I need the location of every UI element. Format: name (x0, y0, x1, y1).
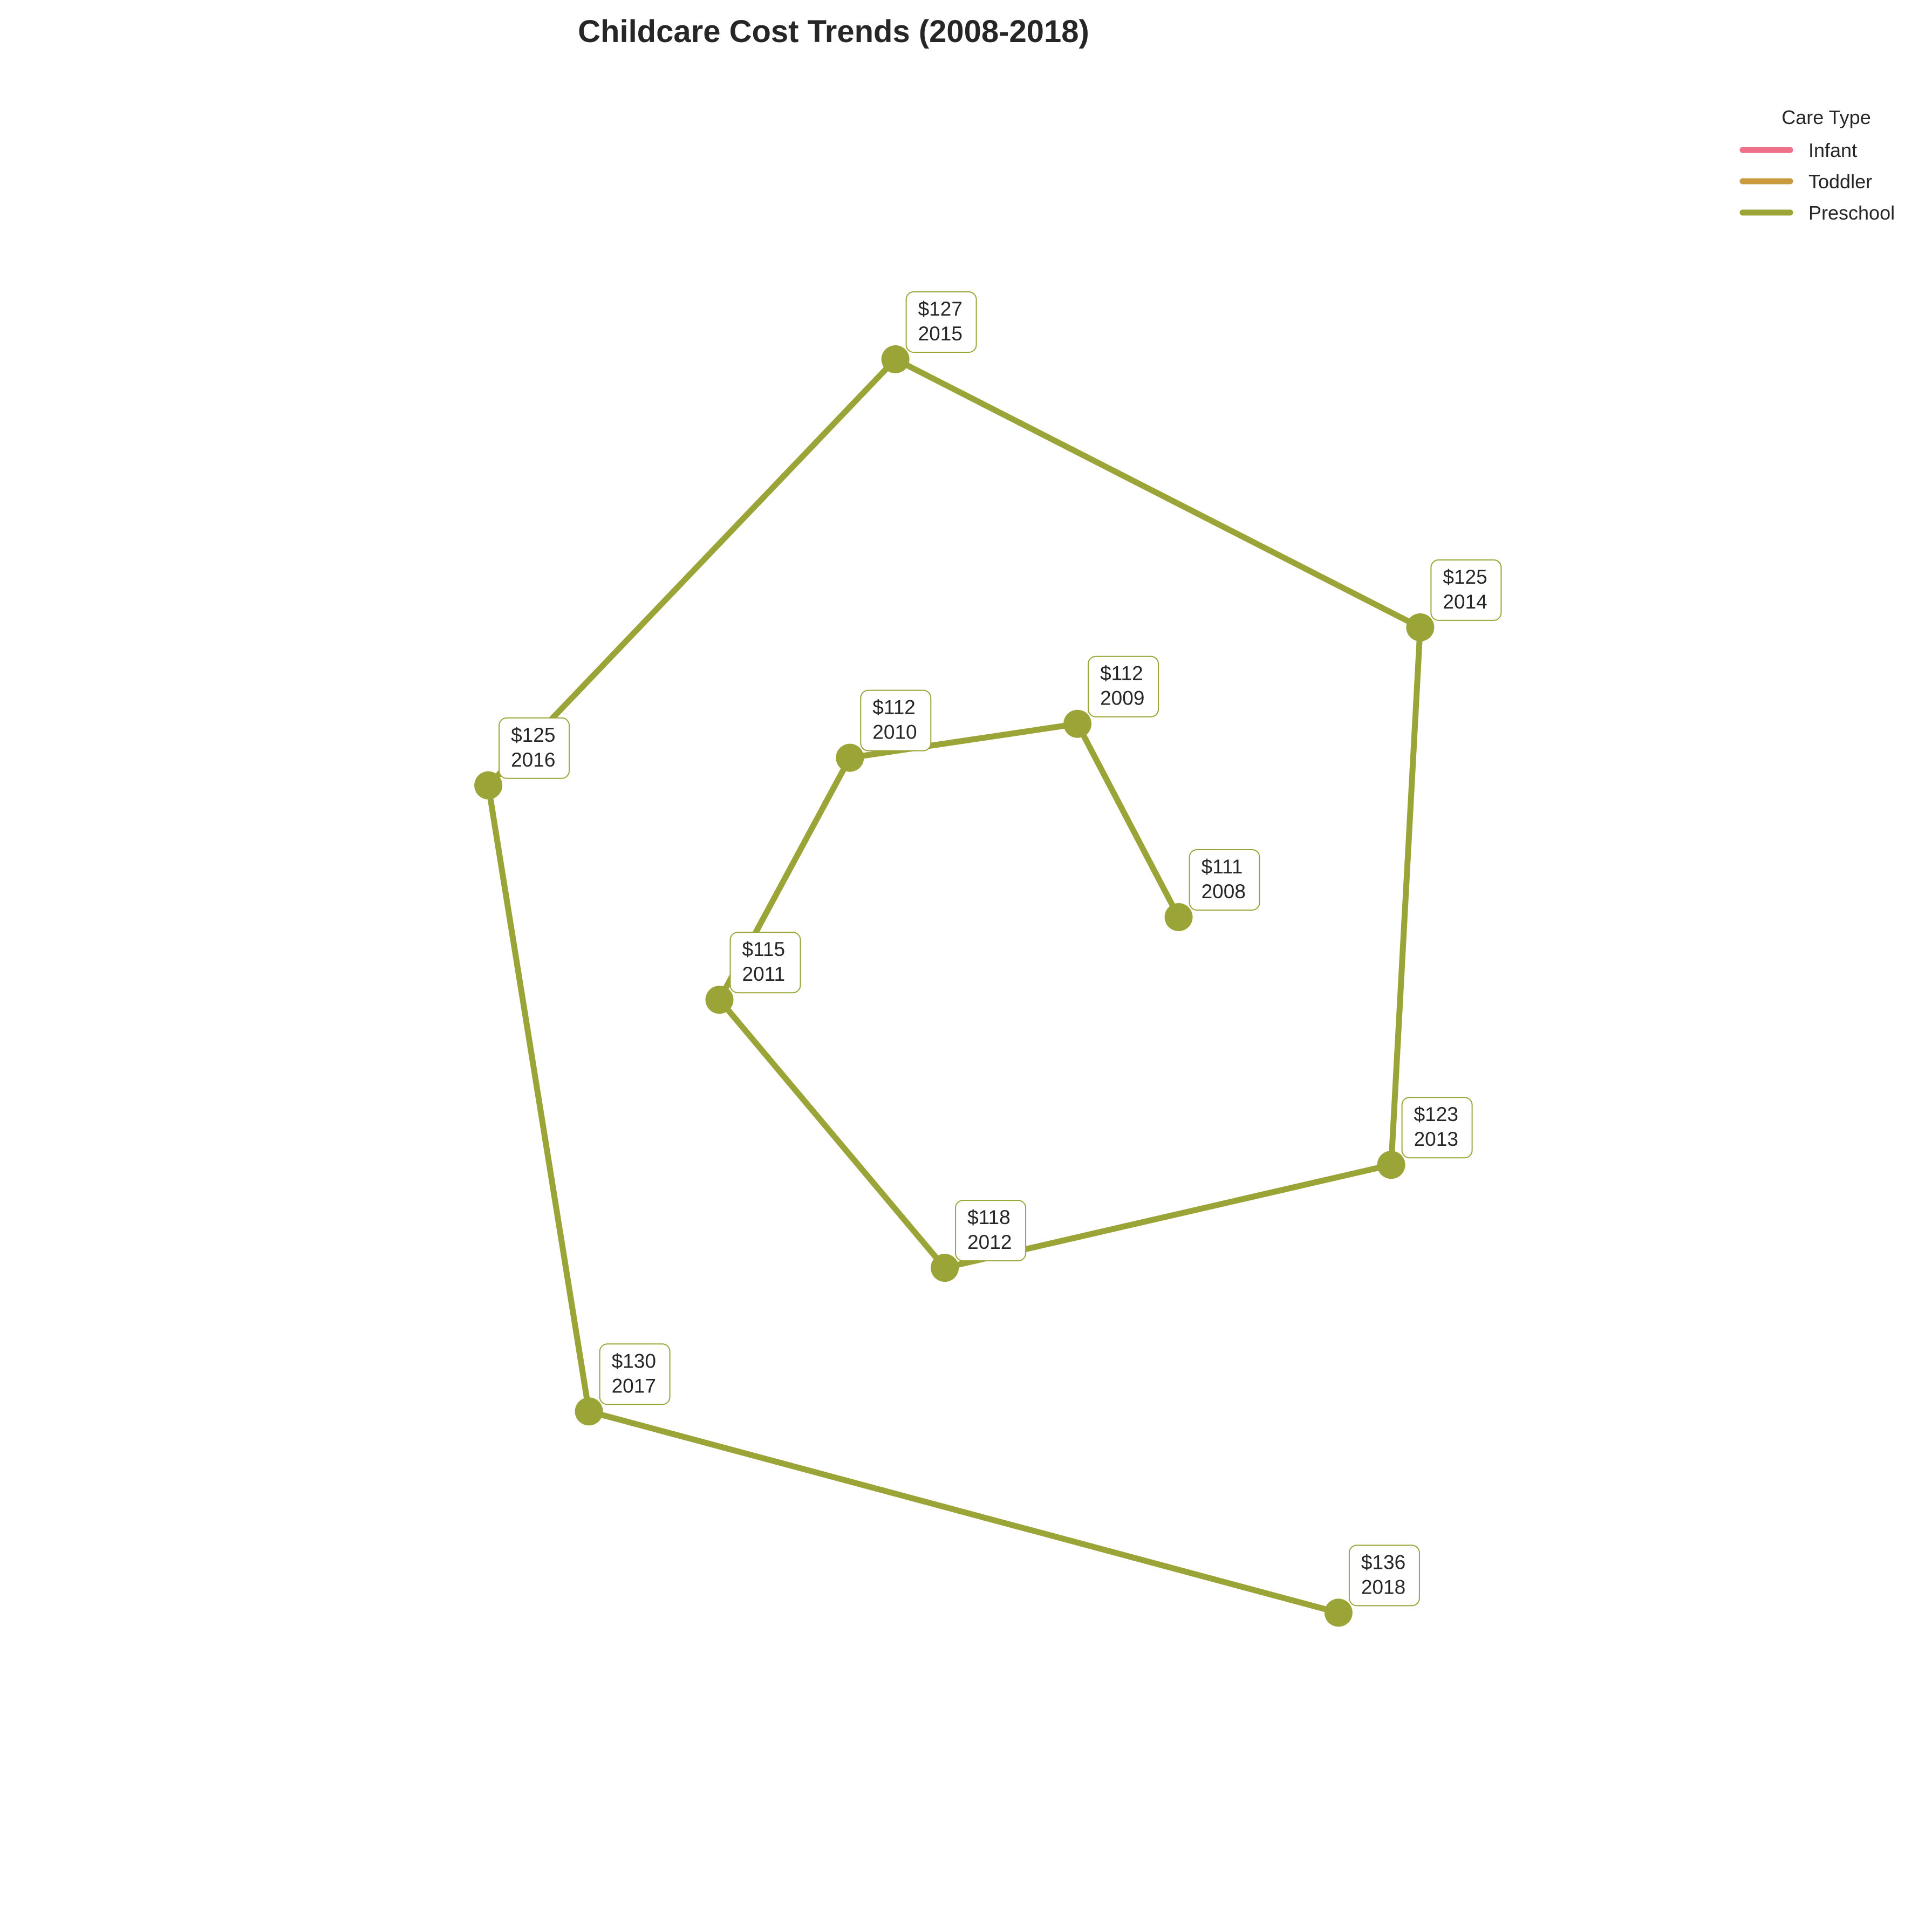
data-point-2009 (1063, 709, 1092, 738)
data-label-box (955, 1200, 1027, 1262)
data-label-box (1401, 1097, 1473, 1159)
data-label-value: $118 (967, 1206, 1011, 1228)
data-point-2018 (1324, 1598, 1353, 1627)
data-label-value: $136 (1361, 1551, 1405, 1573)
data-label-2011: $115 2011 (729, 932, 801, 994)
data-label-2015: $127 2015 (905, 291, 977, 353)
data-label-box (599, 1343, 671, 1405)
legend-label: Toddler (1808, 170, 1872, 193)
data-label-2014: $125 2014 (1430, 559, 1502, 621)
data-label-box (905, 291, 977, 353)
legend-entry-toddler: Toddler (1739, 170, 1872, 193)
data-label-2013: $123 2013 (1401, 1097, 1473, 1159)
data-label-value: $115 (742, 938, 786, 960)
data-label-2018: $136 2018 (1348, 1545, 1420, 1607)
data-label-year: 2018 (1361, 1576, 1405, 1598)
data-label-value: $125 (1443, 566, 1487, 588)
data-label-box (729, 932, 801, 994)
data-label-year: 2015 (918, 323, 962, 345)
legend-entry-preschool: Preschool (1739, 202, 1895, 224)
legend-entries: Infant Toddler Preschool (1739, 139, 1895, 224)
legend: Care Type Infant Toddler Preschool (1739, 106, 1895, 224)
data-label-value: $112 (872, 696, 916, 719)
data-label-box (1189, 849, 1260, 911)
data-point-2012 (931, 1254, 959, 1282)
data-label-value: $130 (612, 1350, 656, 1372)
data-label-box (1088, 655, 1159, 718)
series-layer (474, 345, 1435, 1627)
legend-entry-infant: Infant (1739, 139, 1857, 161)
data-label-value: $125 (511, 724, 555, 746)
data-point-2010 (836, 743, 864, 772)
data-label-year: 2008 (1201, 880, 1246, 903)
data-point-2008 (1164, 903, 1193, 931)
data-label-year: 2014 (1443, 591, 1487, 613)
data-label-box (1430, 559, 1502, 621)
data-point-2016 (474, 771, 503, 800)
data-label-2016: $125 2016 (499, 717, 570, 779)
data-label-value: $111 (1201, 856, 1243, 878)
data-label-year: 2009 (1100, 687, 1144, 709)
data-label-year: 2012 (967, 1231, 1012, 1253)
legend-label: Preschool (1808, 202, 1895, 224)
series-line-preschool (485, 356, 1423, 1616)
data-label-year: 2017 (612, 1375, 656, 1397)
data-point-2014 (1406, 613, 1435, 641)
data-label-value: $127 (918, 298, 962, 320)
data-label-year: 2010 (872, 721, 917, 743)
data-label-2017: $130 2017 (599, 1343, 671, 1405)
data-label-year: 2013 (1414, 1128, 1458, 1150)
data-point-2011 (705, 986, 734, 1014)
data-label-box (499, 717, 570, 779)
chart-title: Childcare Cost Trends (2008-2018) (578, 14, 1089, 49)
data-label-year: 2016 (511, 749, 555, 771)
data-point-2013 (1377, 1151, 1405, 1179)
data-label-box (1348, 1545, 1420, 1607)
legend-title: Care Type (1781, 106, 1870, 128)
data-label-value: $112 (1100, 662, 1143, 685)
data-label-year: 2011 (742, 963, 786, 985)
annotation-layer: $1112008$1122009$1122010$1152011$1182012… (499, 291, 1502, 1607)
data-point-2015 (881, 345, 910, 373)
data-label-2012: $118 2012 (955, 1200, 1027, 1262)
data-label-value: $123 (1414, 1103, 1458, 1125)
data-point-2017 (575, 1397, 603, 1426)
data-label-box (860, 689, 932, 751)
legend-label: Infant (1808, 139, 1857, 161)
